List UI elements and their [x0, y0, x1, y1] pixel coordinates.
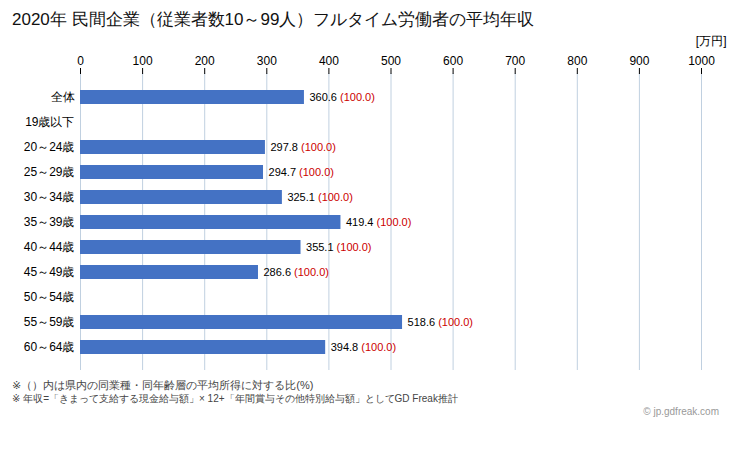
svg-text:700: 700: [505, 54, 525, 68]
svg-text:518.6: 518.6: [408, 316, 436, 328]
svg-text:400: 400: [319, 54, 339, 68]
svg-text:286.6: 286.6: [263, 266, 291, 278]
svg-text:297.8: 297.8: [270, 141, 298, 153]
svg-text:20～24歳: 20～24歳: [24, 140, 75, 154]
svg-text:30～34歳: 30～34歳: [24, 190, 75, 204]
svg-text:(100.0): (100.0): [361, 341, 396, 353]
svg-text:360.6: 360.6: [309, 91, 337, 103]
html-text:※（）内は県内の同業種・同年齢層の平均所得に対する比(%): ※（）内は県内の同業種・同年齢層の平均所得に対する比(%): [12, 379, 314, 391]
svg-text:294.7: 294.7: [269, 166, 297, 178]
svg-text:(100.0): (100.0): [377, 216, 412, 228]
svg-text:50～54歳: 50～54歳: [24, 290, 75, 304]
svg-text:200: 200: [195, 54, 215, 68]
svg-text:(100.0): (100.0): [301, 141, 336, 153]
svg-text:(100.0): (100.0): [337, 241, 372, 253]
html-text:© jp.gdfreak.com: © jp.gdfreak.com: [643, 406, 719, 417]
svg-text:100: 100: [133, 54, 153, 68]
svg-text:40～44歳: 40～44歳: [24, 240, 75, 254]
svg-text:1000: 1000: [688, 54, 715, 68]
svg-text:35～39歳: 35～39歳: [24, 215, 75, 229]
svg-text:19歳以下: 19歳以下: [25, 115, 74, 129]
svg-text:300: 300: [257, 54, 277, 68]
svg-text:800: 800: [567, 54, 587, 68]
svg-text:(100.0): (100.0): [294, 266, 329, 278]
svg-text:[万円]: [万円]: [696, 34, 727, 48]
html-text:※ 年収=「きまって支給する現金給与額」× 12+「年間賞与: ※ 年収=「きまって支給する現金給与額」× 12+「年間賞与その他特別給与額」と…: [12, 393, 458, 404]
svg-text:419.4: 419.4: [346, 216, 374, 228]
svg-text:55～59歳: 55～59歳: [24, 315, 75, 329]
svg-text:(100.0): (100.0): [299, 166, 334, 178]
svg-text:900: 900: [629, 54, 649, 68]
svg-text:60～64歳: 60～64歳: [24, 340, 75, 354]
svg-text:(100.0): (100.0): [438, 316, 473, 328]
svg-text:600: 600: [443, 54, 463, 68]
svg-text:355.1: 355.1: [306, 241, 334, 253]
svg-text:(100.0): (100.0): [340, 91, 375, 103]
svg-text:45～49歳: 45～49歳: [24, 265, 75, 279]
svg-text:325.1: 325.1: [287, 191, 315, 203]
svg-text:(100.0): (100.0): [318, 191, 353, 203]
svg-text:500: 500: [381, 54, 401, 68]
svg-text:全体: 全体: [51, 90, 75, 104]
svg-text:394.8: 394.8: [331, 341, 359, 353]
svg-text:25～29歳: 25～29歳: [24, 165, 75, 179]
html-text:2020年 民間企業（従業者数10～99人）フルタイム労働者: 2020年 民間企業（従業者数10～99人）フルタイム労働者の平均年収: [12, 10, 535, 29]
svg-text:0: 0: [77, 54, 84, 68]
